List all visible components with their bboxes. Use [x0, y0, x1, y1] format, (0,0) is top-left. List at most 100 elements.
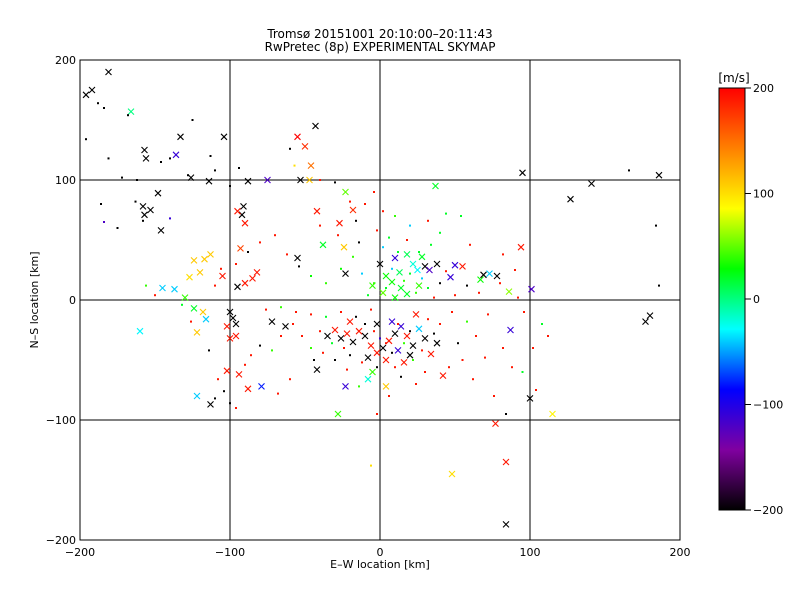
- data-point-cross: [136, 327, 144, 335]
- data-point-dot: [310, 347, 312, 349]
- grid-lines: [80, 60, 680, 540]
- data-point-cross: [147, 206, 154, 214]
- data-point-dot: [295, 311, 297, 313]
- data-point-dot: [191, 119, 194, 121]
- data-point-cross: [313, 366, 321, 373]
- data-point-cross: [241, 279, 249, 287]
- data-point-cross: [480, 271, 487, 279]
- data-point-cross: [307, 162, 315, 169]
- data-point-dot: [469, 243, 471, 246]
- data-point-dot: [427, 318, 429, 321]
- data-point-cross: [127, 108, 135, 115]
- data-point-dot: [439, 282, 441, 285]
- data-point-cross: [159, 284, 166, 292]
- x-tick-label: 200: [670, 546, 691, 559]
- data-point-dot: [349, 354, 351, 357]
- data-point-dot: [421, 349, 423, 352]
- data-point-cross: [382, 383, 390, 390]
- data-point-dot: [301, 335, 303, 337]
- data-point-cross: [313, 207, 321, 215]
- chart-subtitle: RwPretec (8p) EXPERIMENTAL SKYMAP: [265, 40, 496, 54]
- data-point-cross: [391, 254, 399, 262]
- data-point-dot: [658, 284, 660, 287]
- data-point-cross: [190, 305, 198, 312]
- data-point-dot: [427, 219, 429, 222]
- data-point-dot: [229, 402, 231, 405]
- data-point-dot: [187, 174, 189, 177]
- data-point-cross: [409, 342, 417, 349]
- data-point-dot: [259, 241, 261, 244]
- data-point-dot: [325, 282, 327, 285]
- data-point-cross: [253, 269, 261, 276]
- data-point-cross: [244, 385, 252, 393]
- data-point-dot: [160, 161, 162, 163]
- data-point-cross: [331, 326, 339, 334]
- data-point-dot: [376, 366, 378, 369]
- data-point-cross: [433, 260, 441, 268]
- data-point-dot: [361, 272, 363, 275]
- data-point-cross: [426, 266, 433, 274]
- data-point-dot: [346, 368, 348, 371]
- data-point-cross: [105, 68, 112, 76]
- y-tick-label: 0: [69, 294, 76, 307]
- data-point-dot: [319, 330, 321, 333]
- data-point-dot: [337, 234, 339, 237]
- data-point-dot: [547, 335, 549, 337]
- data-point-dot: [487, 313, 489, 316]
- data-point-cross: [186, 273, 193, 281]
- data-point-cross: [142, 155, 150, 162]
- data-point-dot: [439, 323, 441, 325]
- data-point-cross: [403, 251, 411, 258]
- data-point-cross: [141, 211, 148, 219]
- data-point-cross: [364, 375, 372, 383]
- data-point-dot: [388, 236, 390, 239]
- data-point-cross: [342, 270, 349, 277]
- data-point-dot: [107, 157, 110, 160]
- data-point-cross: [433, 339, 441, 347]
- data-point-dot: [403, 342, 405, 345]
- data-point-cross: [201, 255, 208, 263]
- data-point-dot: [457, 342, 459, 345]
- data-point-cross: [549, 410, 556, 418]
- data-point-dot: [181, 303, 183, 306]
- data-point-dot: [313, 359, 315, 361]
- data-point-dot: [289, 378, 291, 381]
- data-point-dot: [400, 375, 402, 378]
- data-point-dot: [145, 284, 147, 287]
- data-point-dot: [352, 255, 354, 258]
- data-point-dot: [209, 155, 212, 157]
- data-point-cross: [220, 133, 228, 141]
- data-point-cross: [249, 275, 256, 282]
- data-point-dot: [247, 251, 249, 253]
- data-point-cross: [421, 335, 429, 342]
- data-point-dot: [385, 287, 387, 289]
- data-point-dot: [340, 267, 342, 270]
- data-point-cross: [477, 276, 484, 283]
- data-point-dot: [310, 313, 312, 316]
- data-point-cross: [382, 356, 390, 364]
- data-point-dot: [274, 234, 276, 237]
- data-point-cross: [196, 269, 204, 276]
- data-point-dot: [517, 296, 519, 299]
- data-point-dot: [244, 363, 246, 366]
- data-point-cross: [400, 359, 408, 366]
- data-point-dot: [406, 239, 408, 241]
- data-point-cross: [526, 395, 534, 402]
- data-point-dot: [229, 185, 231, 187]
- y-axis-label: N–S location [km]: [28, 251, 41, 348]
- data-point-cross: [157, 227, 165, 234]
- data-point-cross: [324, 332, 331, 340]
- data-point-dot: [293, 164, 296, 167]
- data-point-cross: [388, 318, 396, 325]
- data-point-dot: [298, 265, 300, 268]
- data-point-dot: [421, 277, 423, 280]
- data-point-cross: [414, 266, 421, 274]
- data-point-dot: [472, 378, 474, 381]
- data-point-dot: [331, 342, 333, 345]
- data-point-cross: [240, 203, 247, 210]
- data-point-dot: [100, 203, 102, 205]
- data-point-cross: [642, 318, 649, 325]
- data-point-dot: [523, 311, 525, 313]
- data-point-cross: [415, 325, 423, 333]
- data-point-dot: [502, 347, 504, 349]
